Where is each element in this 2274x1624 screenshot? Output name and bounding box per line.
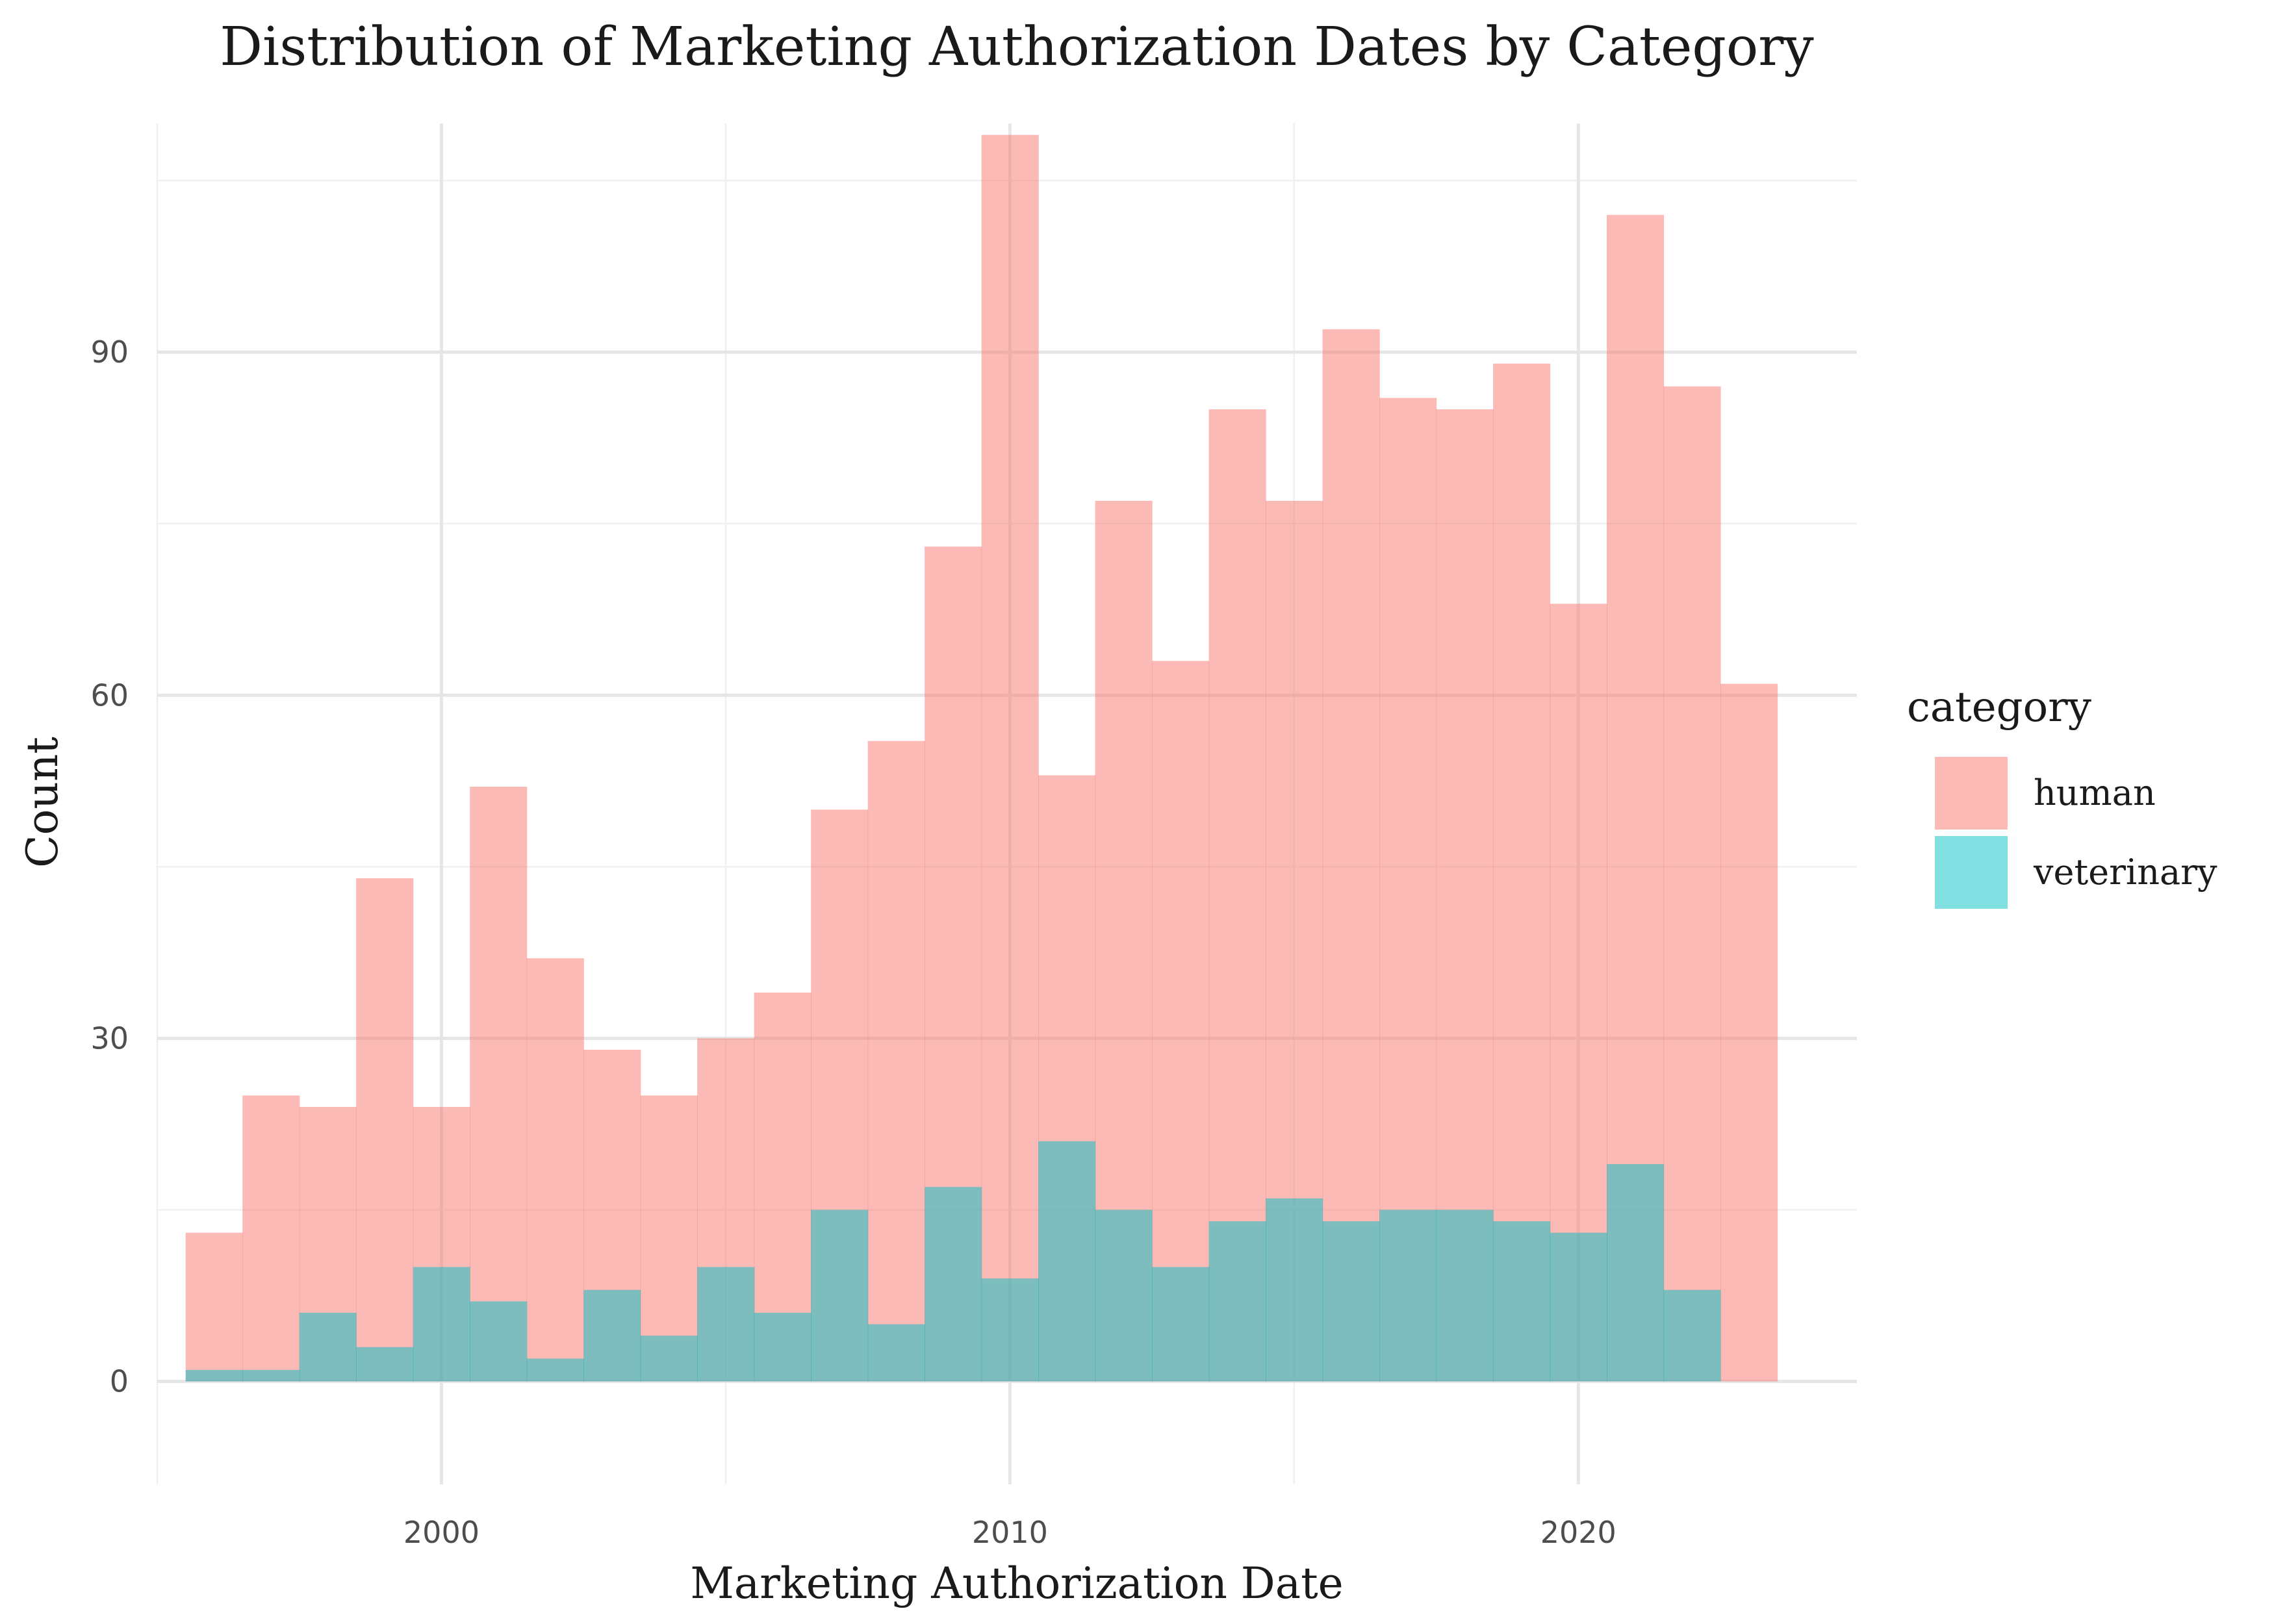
histogram-bar-veterinary (1152, 1267, 1210, 1382)
histogram-bar-veterinary (697, 1267, 755, 1382)
histogram-bar-human (185, 1232, 243, 1382)
histogram-bar-human (470, 787, 528, 1382)
histogram-bar-human (640, 1095, 698, 1382)
histogram-bar-veterinary (1038, 1141, 1096, 1382)
histogram-bar-veterinary (640, 1336, 698, 1382)
axis-tick-labels: 2000 2010 2020 0 30 60 90 (90, 335, 1616, 1550)
histogram-bar-veterinary (754, 1312, 811, 1382)
histogram-bar-veterinary (356, 1347, 414, 1382)
legend-key-human (1935, 757, 2008, 830)
histogram-bars (185, 134, 1778, 1382)
histogram-bar-veterinary (583, 1289, 641, 1382)
x-tick-label: 2010 (972, 1515, 1048, 1550)
y-tick-label: 0 (110, 1364, 129, 1399)
x-axis-title: Marketing Authorization Date (690, 1558, 1343, 1608)
histogram-bar-human (1663, 386, 1721, 1382)
histogram-bar-human (1208, 409, 1266, 1382)
histogram-bar-human (1720, 683, 1778, 1382)
histogram-bar-human (526, 958, 584, 1382)
histogram-bar-human (242, 1095, 300, 1382)
histogram-bar-veterinary (1436, 1210, 1494, 1382)
histogram-bar-veterinary (299, 1312, 357, 1382)
histogram-bar-veterinary (925, 1187, 982, 1382)
legend-title: category (1907, 683, 2091, 731)
histogram-bar-veterinary (185, 1369, 243, 1382)
chart-title: Distribution of Marketing Authorization … (220, 16, 1814, 78)
histogram-bar-human (1493, 363, 1551, 1382)
histogram-bar-human (867, 741, 925, 1382)
histogram-bar-human (1152, 661, 1210, 1382)
legend-label-human: human (2034, 772, 2156, 813)
histogram-bar-veterinary (1607, 1164, 1665, 1382)
histogram-bar-veterinary (1550, 1232, 1607, 1382)
histogram-bar-veterinary (867, 1324, 925, 1382)
histogram-bar-veterinary (981, 1278, 1039, 1382)
x-tick-label: 2020 (1540, 1515, 1616, 1550)
histogram-bar-veterinary (526, 1358, 584, 1382)
histogram-bar-human (1322, 329, 1380, 1382)
histogram-bar-veterinary (470, 1301, 528, 1382)
histogram-bar-veterinary (1322, 1221, 1380, 1382)
histogram-bar-veterinary (242, 1369, 300, 1382)
histogram-bar-veterinary (1266, 1198, 1323, 1382)
y-tick-label: 60 (90, 678, 129, 713)
y-tick-label: 30 (90, 1021, 129, 1056)
series-veterinary (185, 1141, 1721, 1382)
histogram-bar-human (981, 134, 1039, 1382)
histogram-bar-veterinary (1379, 1210, 1437, 1382)
histogram-bar-veterinary (413, 1267, 470, 1382)
y-axis-title: Count (18, 737, 68, 868)
histogram-bar-veterinary (1208, 1221, 1266, 1382)
histogram-bar-veterinary (1493, 1221, 1551, 1382)
legend-key-veterinary (1935, 836, 2008, 909)
legend-label-veterinary: veterinary (2033, 852, 2217, 893)
y-tick-label: 90 (90, 335, 129, 370)
histogram-bar-veterinary (811, 1210, 869, 1382)
histogram-bar-human (356, 878, 414, 1382)
histogram-bar-veterinary (1663, 1289, 1721, 1382)
histogram-bar-veterinary (1095, 1210, 1153, 1382)
x-tick-label: 2000 (403, 1515, 479, 1550)
legend: category human veterinary (1907, 683, 2217, 909)
